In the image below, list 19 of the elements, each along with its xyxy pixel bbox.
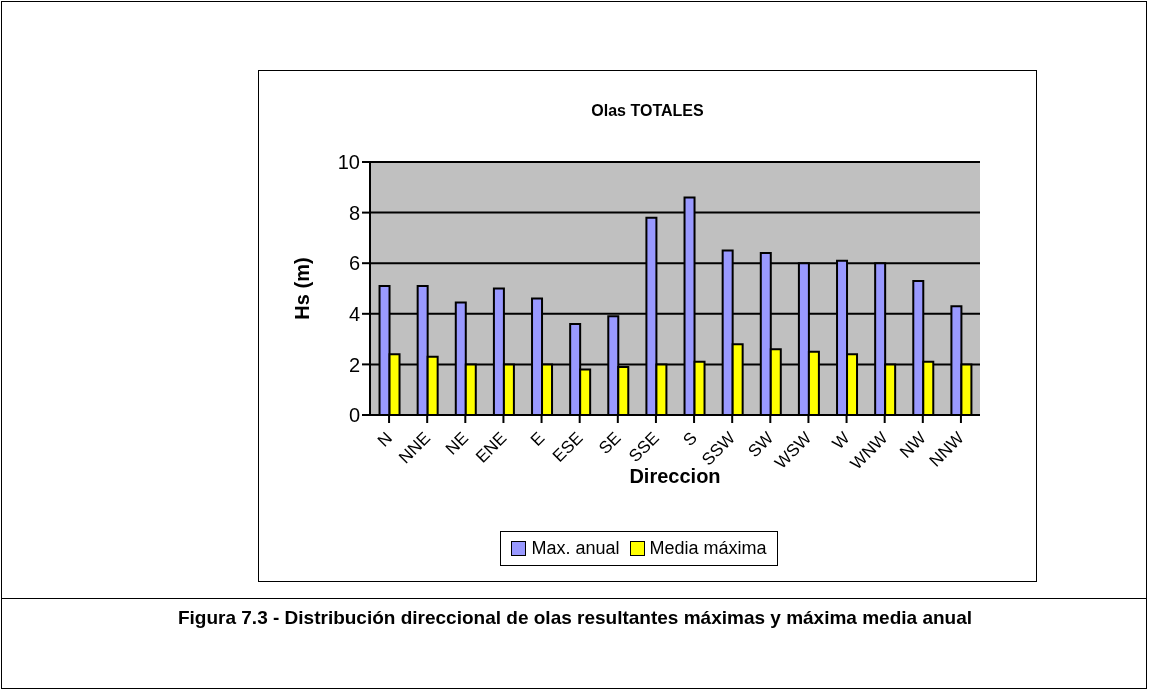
x-tick-label: NW: [896, 428, 930, 462]
legend-label: Media máxima: [648, 538, 767, 559]
y-tick-label: 8: [348, 201, 360, 224]
y-tick-label: 0: [348, 404, 360, 427]
x-tick-label: SE: [595, 428, 625, 458]
x-tick-label: E: [526, 428, 549, 450]
x-axis-title: Direccion: [629, 465, 721, 487]
chart-title: Olas TOTALES: [590, 102, 705, 120]
x-tick-label: W: [828, 428, 854, 454]
x-tick-label: N: [373, 428, 396, 451]
y-tick-label: 10: [337, 151, 360, 174]
legend-label: Max. anual: [530, 538, 620, 559]
text: Figura 7.3 - Distribución direccional de olas resultantes máximas y máxima media anual: [176, 606, 974, 630]
y-axis-title: Hs (m): [291, 257, 314, 320]
y-tick-label: 2: [348, 353, 360, 376]
y-tick-label: 4: [348, 302, 360, 325]
x-tick-label: S: [679, 428, 701, 450]
y-tick-label: 6: [348, 252, 360, 275]
x-tick-label: NE: [442, 428, 473, 459]
